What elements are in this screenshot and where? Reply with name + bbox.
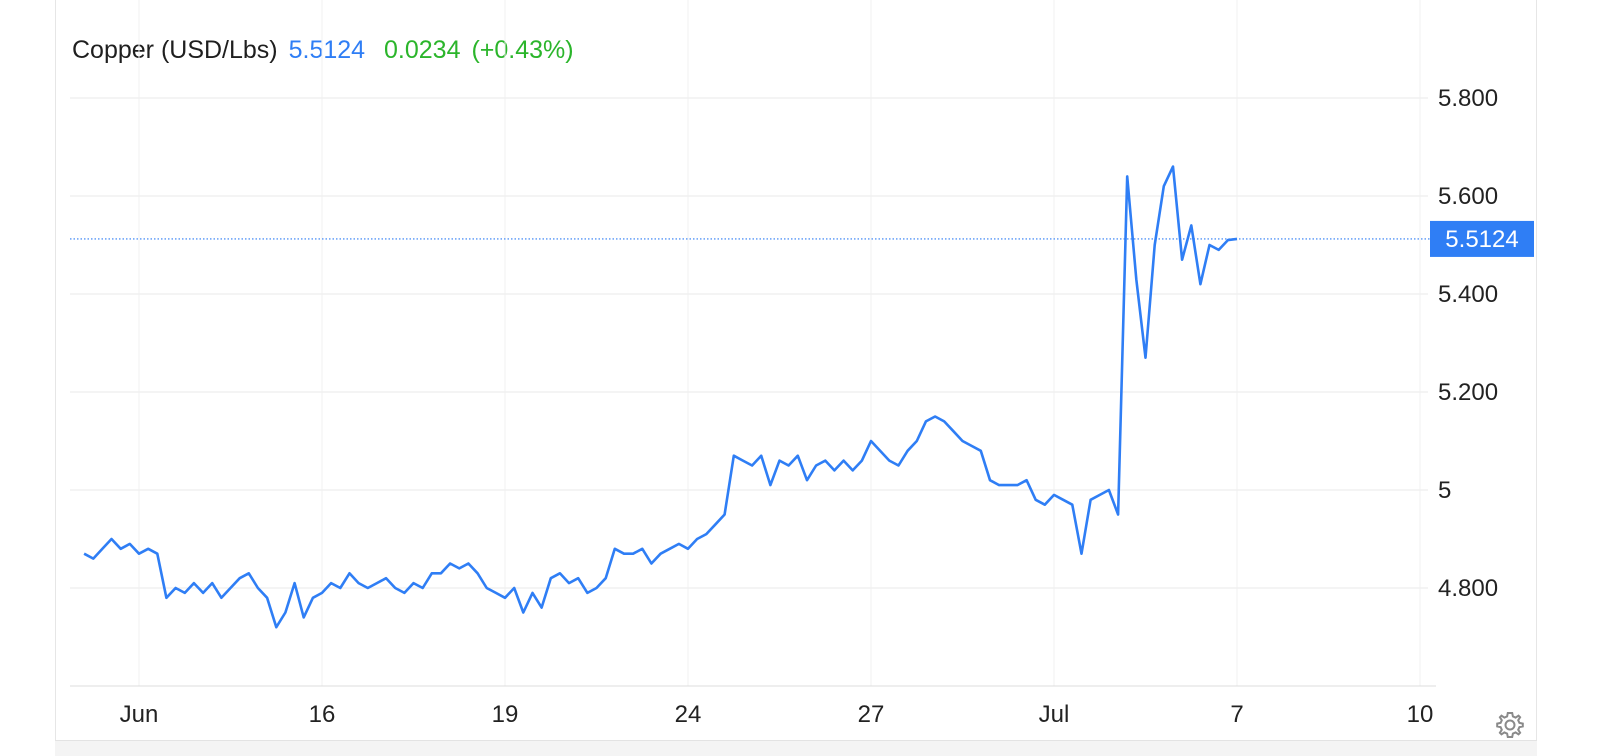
x-tick-label: Jun — [120, 701, 159, 728]
navigator-strip[interactable] — [55, 740, 1537, 756]
x-tick-label: 27 — [858, 701, 885, 728]
price-line — [83, 165, 1238, 629]
x-tick-label: 16 — [309, 701, 336, 728]
x-axis-labels: Jun 16 19 24 27 Jul 7 10 — [120, 701, 1434, 728]
price-change-percent: (+0.43%) — [471, 36, 574, 64]
x-tick-label: 24 — [675, 701, 702, 728]
price-change: 0.0234 — [384, 36, 461, 64]
y-tick-label: 5 — [1438, 477, 1451, 504]
vertical-gridlines — [138, 0, 1421, 686]
last-price-badge-label: 5.5124 — [1445, 226, 1518, 253]
y-tick-label: 5.800 — [1438, 85, 1498, 112]
y-tick-label: 5.400 — [1438, 281, 1498, 308]
chart-legend: Copper (USD/Lbs) 5.5124 0.0234 (+0.43%) — [72, 36, 574, 65]
x-tick-label: 10 — [1407, 701, 1434, 728]
price-series — [83, 165, 1238, 629]
x-tick-label: 7 — [1230, 701, 1243, 728]
x-tick-label: 19 — [492, 701, 519, 728]
y-tick-label: 5.200 — [1438, 379, 1498, 406]
current-price: 5.5124 — [288, 36, 366, 64]
chart-frame — [55, 0, 1537, 740]
horizontal-gridlines — [70, 97, 1428, 589]
x-tick-label: Jul — [1039, 701, 1070, 728]
y-tick-label: 5.600 — [1438, 183, 1498, 210]
gear-icon[interactable] — [1495, 710, 1525, 740]
y-tick-label: 4.800 — [1438, 575, 1498, 602]
last-price-badge: 5.5124 — [1430, 220, 1534, 257]
instrument-name: Copper (USD/Lbs) — [72, 36, 278, 64]
y-axis-labels: 4.800 5 5.200 5.400 5.600 5.800 — [1438, 85, 1498, 602]
last-price-badge-bg — [1430, 220, 1534, 257]
